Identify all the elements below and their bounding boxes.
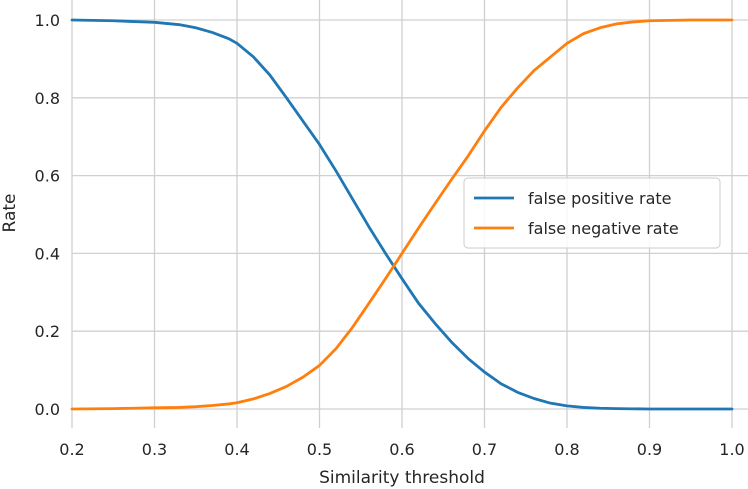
y-tick-label: 0.6 xyxy=(35,167,60,186)
legend-label-false-negative-rate: false negative rate xyxy=(528,219,679,238)
x-tick-label: 0.7 xyxy=(472,440,497,459)
x-tick-label: 1.0 xyxy=(719,440,744,459)
y-tick-label: 0.2 xyxy=(35,322,60,341)
series-line-false-negative-rate xyxy=(70,18,734,411)
series-lines xyxy=(70,18,734,411)
y-axis-label: Rate xyxy=(0,194,20,233)
y-tick-label: 0.0 xyxy=(35,400,60,419)
legend-box xyxy=(463,177,721,249)
x-tick-label: 0.6 xyxy=(389,440,414,459)
y-tick-label: 0.8 xyxy=(35,89,60,108)
y-tick-label: 1.0 xyxy=(35,11,60,30)
x-tick-label: 0.2 xyxy=(59,440,84,459)
x-tick-label: 0.5 xyxy=(307,440,332,459)
x-tick-label: 0.8 xyxy=(554,440,579,459)
x-tick-label: 0.4 xyxy=(224,440,249,459)
tick-labels: 0.2 0.3 0.4 0.5 0.6 0.7 0.8 0.9 1.0 0.0 0.2 0.4 0.6 0… xyxy=(35,11,745,459)
x-tick-label: 0.9 xyxy=(637,440,662,459)
x-tick-label: 0.3 xyxy=(142,440,167,459)
legend: false positive rate false negative rate xyxy=(463,177,721,249)
y-tick-label: 0.4 xyxy=(35,244,60,263)
legend-label-false-positive-rate: false positive rate xyxy=(528,189,672,208)
x-axis-label: Similarity threshold xyxy=(319,468,485,488)
